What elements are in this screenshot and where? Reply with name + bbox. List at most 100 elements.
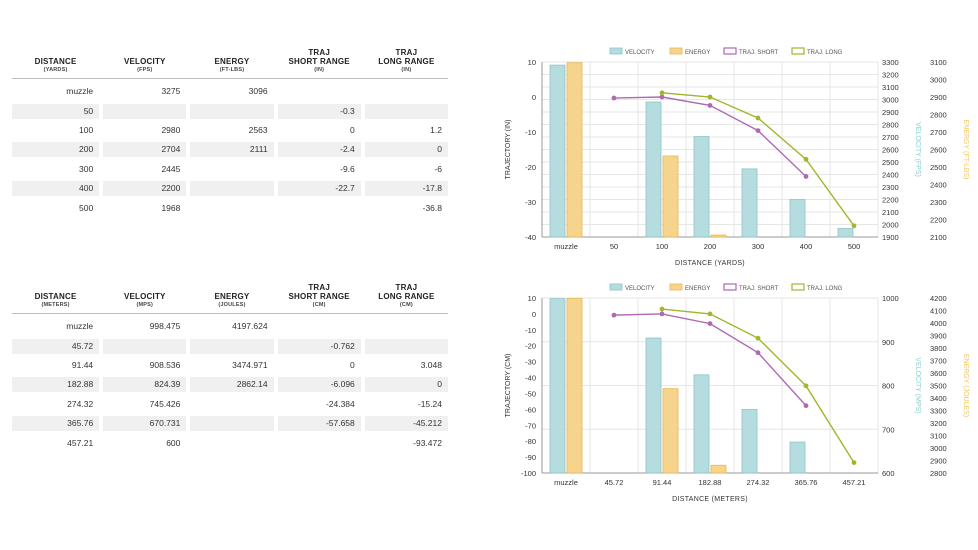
energy-tick-label: 2800 (930, 111, 947, 120)
imperial-table-cell: 500 (78, 202, 94, 213)
energy-bar (662, 155, 679, 238)
imperial-table-cell: 2200 (103, 181, 187, 197)
metric-table-cell: 0 (364, 377, 448, 393)
energy-tick-label: 3800 (930, 344, 947, 353)
traj-short-point (611, 95, 617, 101)
imperial-table-cell: 1.2 (430, 124, 442, 135)
imperial-table-row: 100 2980 2563 0 1.2 (12, 121, 448, 140)
imperial-table-cell (364, 103, 448, 119)
imperial-table-cell: 2445 (161, 163, 181, 174)
metric-table-cell: 182.88 (12, 377, 100, 393)
x-tick-label: muzzle (554, 242, 578, 251)
traj-long-point (707, 311, 713, 317)
traj-long-point (755, 115, 761, 121)
velocity-tick-label: 800 (882, 382, 895, 391)
energy-tick-label: 3000 (930, 76, 947, 85)
legend-label: TRAJ. LONG (807, 50, 843, 56)
energy-bar (710, 464, 727, 474)
energy-bar (662, 388, 679, 474)
metric-table-cell: 908.536 (149, 359, 181, 370)
imperial-table-row: 400 2200 -22.7 -17.8 (12, 179, 448, 198)
velocity-tick-label: 900 (882, 338, 895, 347)
metric-table-cell: 457.21 (67, 437, 94, 448)
trajectory-tick-label: -80 (525, 437, 536, 446)
legend-label: TRAJ. SHORT (739, 50, 779, 56)
energy-tick-label: 4100 (930, 307, 947, 316)
velocity-bar (549, 64, 566, 238)
trajectory-tick-label: 10 (528, 294, 536, 303)
trajectory-tick-label: -40 (525, 374, 536, 383)
velocity-axis-title: VELOCITY (FPS) (914, 122, 921, 177)
velocity-tick-label: 3300 (882, 58, 899, 67)
velocity-tick-label: 700 (882, 425, 895, 434)
x-tick-label: 100 (656, 242, 669, 251)
velocity-tick-label: 2500 (882, 158, 899, 167)
legend-label: VELOCITY (625, 286, 655, 292)
velocity-tick-label: 600 (882, 469, 895, 478)
velocity-tick-label: 2600 (882, 146, 899, 155)
metric-column-header: TRAJ LONG RANGE (CM) (378, 283, 435, 308)
traj-long-line (661, 92, 855, 227)
imperial-table-header: DISTANCE (YARDS) VELOCITY (FPS) ENERGY (FT-LB… (12, 44, 448, 79)
x-axis-title: DISTANCE (YARDS) (675, 260, 745, 267)
trajectory-tick-label: 10 (528, 58, 536, 67)
energy-tick-label: 2400 (930, 181, 947, 190)
metric-table-cell: muzzle (66, 321, 94, 332)
metric-table-cell: 670.731 (103, 416, 187, 432)
energy-tick-label: 3100 (930, 58, 947, 67)
imperial-table-row: muzzle 3275 3096 (12, 82, 448, 101)
energy-tick-label: 3300 (930, 407, 947, 416)
trajectory-tick-label: -20 (525, 163, 536, 172)
x-tick-label: 300 (752, 242, 765, 251)
imperial-table-cell (103, 103, 187, 119)
energy-tick-label: 3200 (930, 419, 947, 428)
legend-swatch (791, 283, 805, 291)
imperial-table-cell: 200 (12, 142, 100, 158)
velocity-bar (789, 199, 806, 238)
metric-table-cell: 45.72 (12, 338, 100, 354)
metric-table-cell: 0 (350, 359, 355, 370)
imperial-table-cell (278, 201, 361, 216)
metric-table-cell (278, 436, 361, 451)
x-axis-title: DISTANCE (METERS) (672, 496, 748, 503)
imperial-table-cell: -9.6 (340, 163, 355, 174)
imperial-table-row: 50 -0.3 (12, 101, 448, 120)
x-tick-label: 457.21 (843, 478, 866, 487)
metric-table-row: 457.21 600 -93.472 (12, 433, 448, 452)
energy-tick-label: 4000 (930, 319, 947, 328)
trajectory-tick-label: -30 (525, 198, 536, 207)
imperial-table-cell: 100 (78, 124, 94, 135)
legend-label: ENERGY (685, 286, 710, 292)
imperial-table-cell: 3096 (248, 86, 268, 97)
velocity-tick-label: 2300 (882, 183, 899, 192)
trajectory-tick-label: -70 (525, 421, 536, 430)
imperial-table-cell (190, 201, 273, 216)
legend-swatch (669, 47, 683, 55)
metric-table-cell (364, 338, 448, 354)
trajectory-tick-label: -20 (525, 342, 536, 351)
energy-tick-label: 3000 (930, 444, 947, 453)
metric-table-cell (190, 397, 273, 412)
imperial-table-cell: 2704 (103, 142, 187, 158)
imperial-table-cell: 2980 (161, 124, 181, 135)
imperial-table-cell: 1968 (161, 202, 181, 213)
metric-table-row: 91.44 908.536 3474.971 0 3.048 (12, 356, 448, 375)
energy-tick-label: 2600 (930, 146, 947, 155)
legend-swatch (669, 283, 683, 291)
imperial-table-cell: -17.8 (364, 181, 448, 197)
legend-swatch (723, 283, 737, 291)
x-tick-label: 45.72 (605, 478, 624, 487)
trajectory-tick-label: -100 (521, 469, 536, 478)
energy-tick-label: 2100 (930, 233, 947, 242)
imperial-table-cell (278, 84, 361, 99)
imperial-table-cell: -0.3 (277, 103, 361, 119)
metric-table-cell: 91.44 (71, 359, 94, 370)
velocity-tick-label: 2700 (882, 133, 899, 142)
metric-trajectory-chart: 10 0 -10 -20 -30 -40 -50 -60 -70 -80 -90 -100 1000 90… (505, 283, 969, 503)
metric-table-row: 365.76 670.731 -57.658 -45.212 (12, 414, 448, 433)
imperial-table-row: 300 2445 -9.6 -6 (12, 160, 448, 179)
imperial-table-cell: 0 (350, 124, 355, 135)
velocity-tick-label: 2200 (882, 196, 899, 205)
velocity-tick-label: 3100 (882, 83, 899, 92)
legend-swatch (609, 47, 623, 55)
